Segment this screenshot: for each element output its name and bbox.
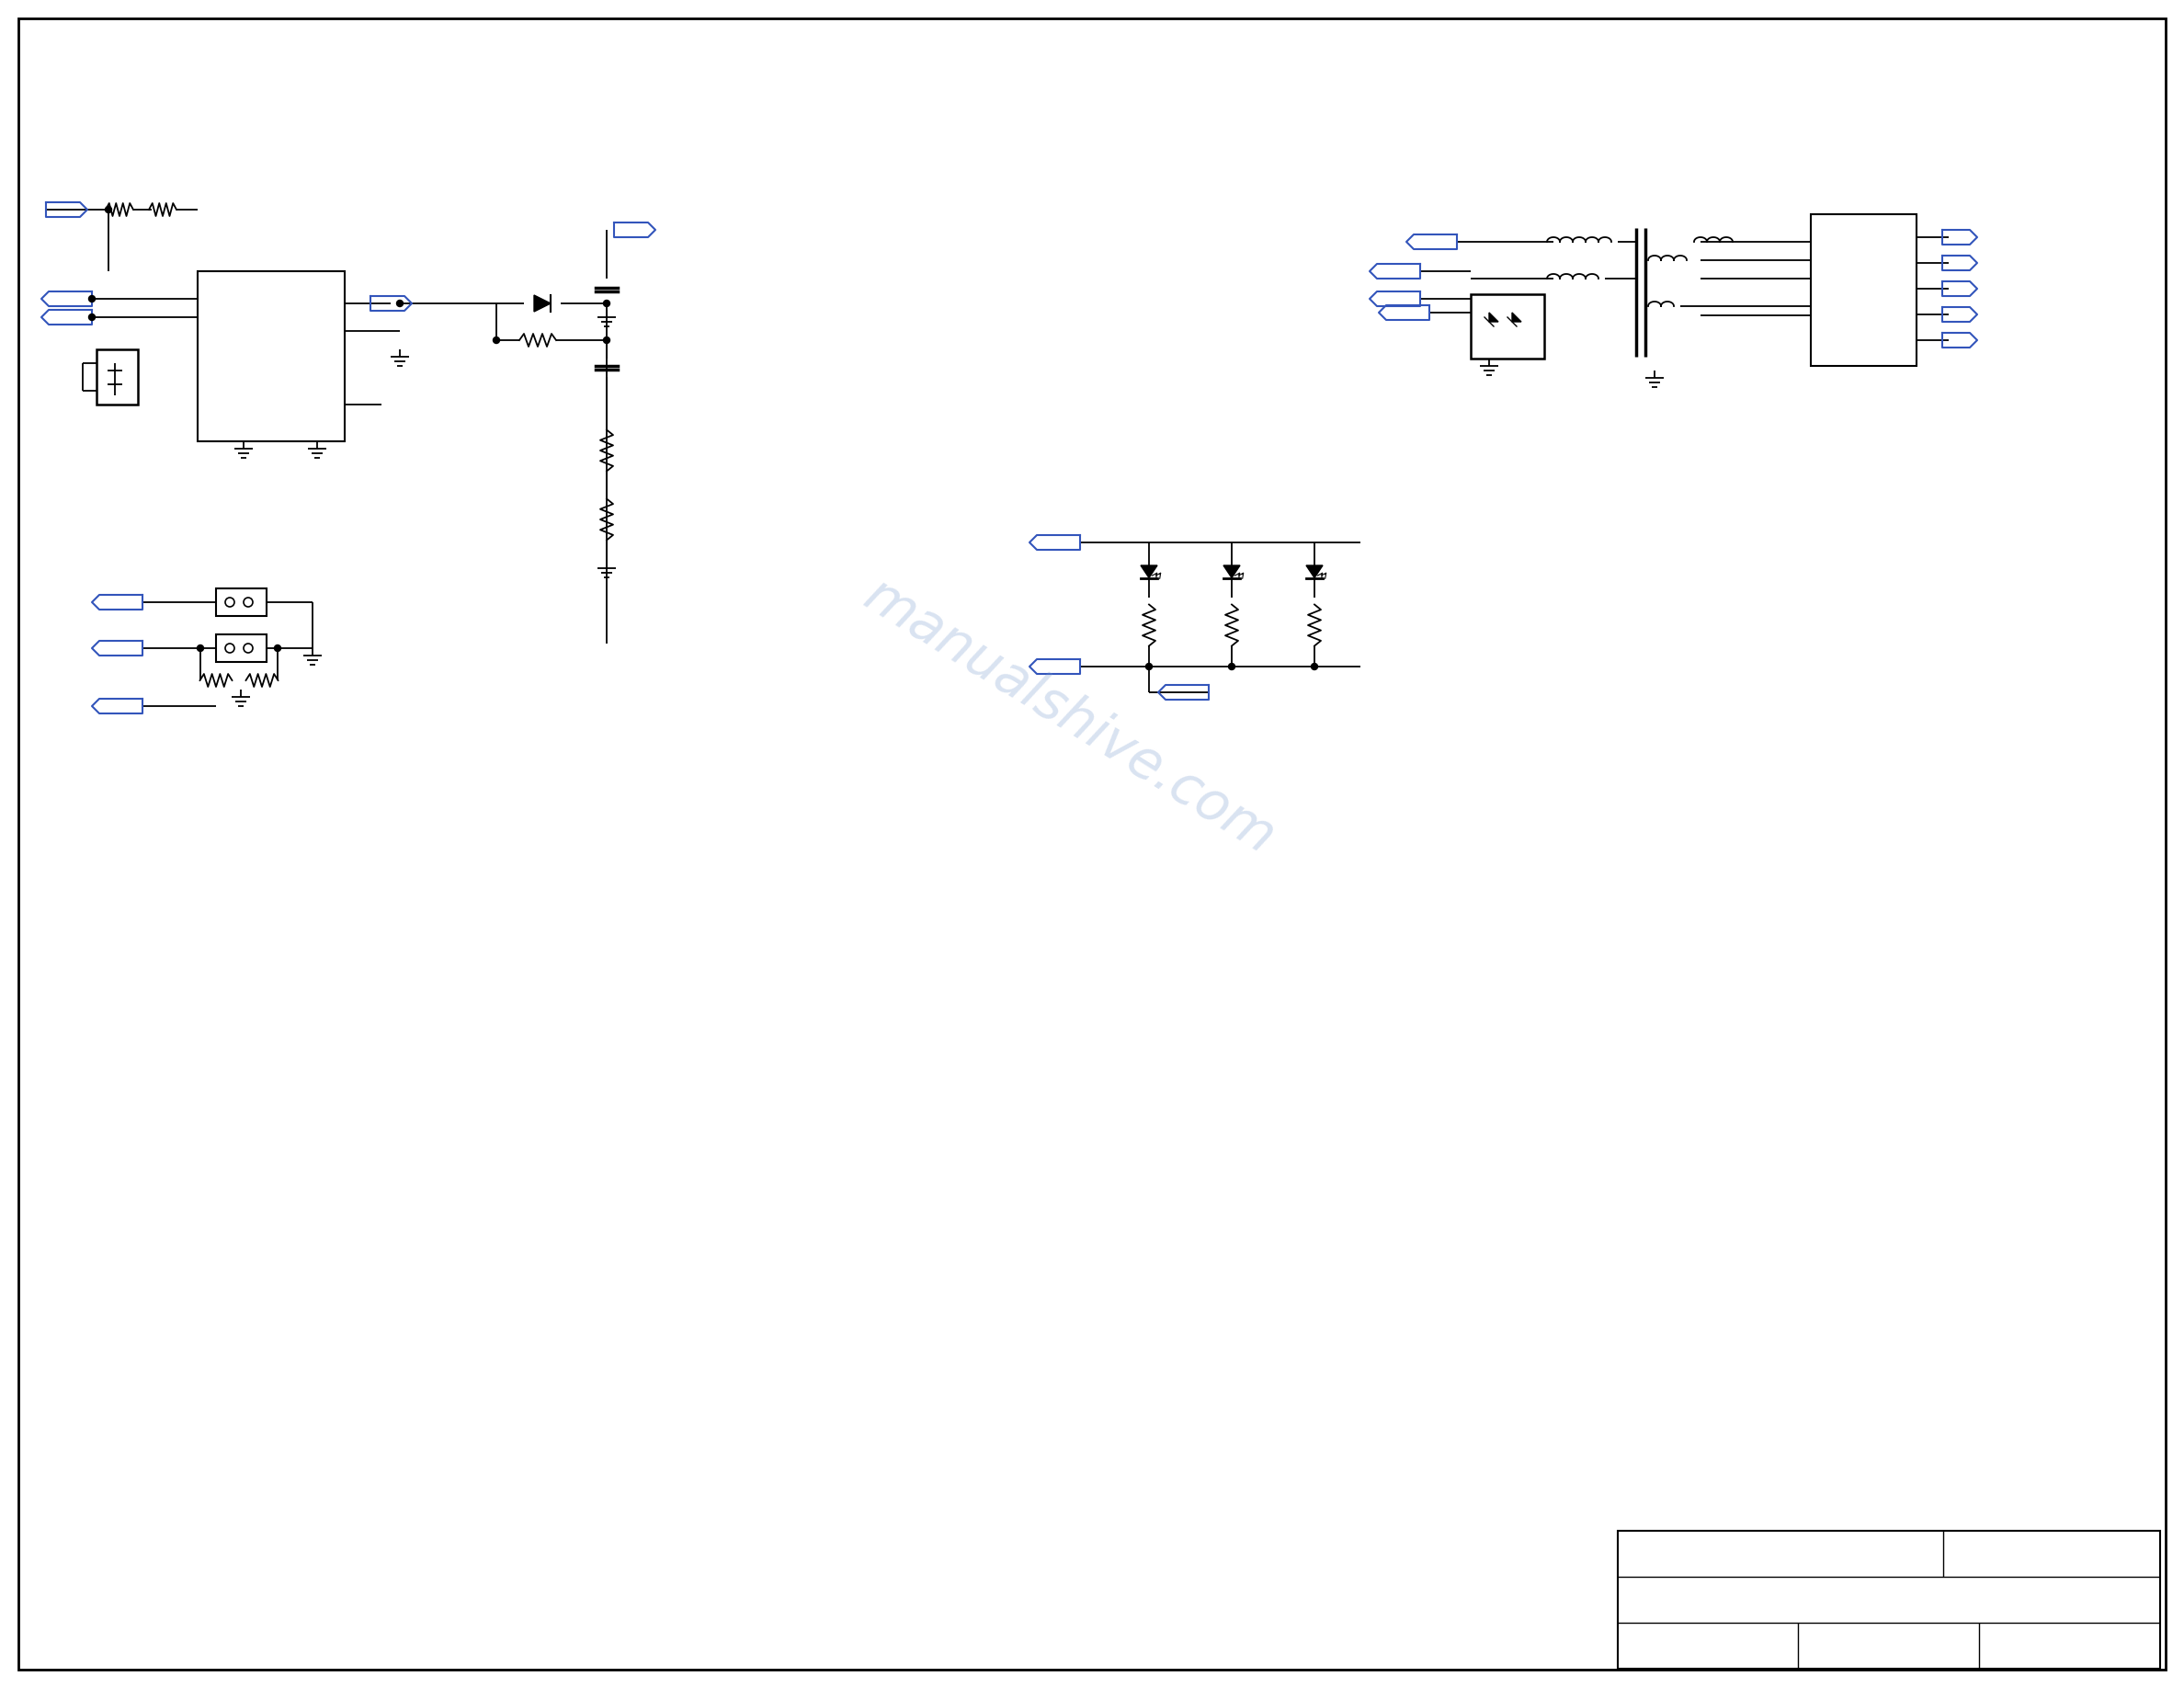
Circle shape [1310, 663, 1317, 670]
Circle shape [1147, 663, 1153, 670]
Circle shape [197, 645, 203, 652]
Bar [1470, 294, 1544, 358]
Bar [1811, 214, 1918, 366]
Bar [1618, 1531, 2160, 1669]
Polygon shape [535, 295, 550, 312]
Circle shape [90, 295, 96, 302]
Circle shape [90, 314, 96, 321]
Bar [216, 589, 266, 616]
Circle shape [397, 300, 404, 307]
Polygon shape [1140, 565, 1158, 577]
Bar [197, 272, 345, 441]
Polygon shape [1306, 565, 1324, 577]
Circle shape [603, 300, 609, 307]
Circle shape [494, 338, 500, 343]
Bar [96, 349, 138, 405]
Polygon shape [1511, 312, 1522, 322]
Polygon shape [1489, 312, 1498, 322]
Circle shape [603, 338, 609, 343]
Bar [216, 635, 266, 662]
Circle shape [105, 206, 111, 213]
Circle shape [275, 645, 282, 652]
Polygon shape [1223, 565, 1241, 577]
Circle shape [1227, 663, 1234, 670]
Text: manualshive.com: manualshive.com [856, 569, 1284, 866]
